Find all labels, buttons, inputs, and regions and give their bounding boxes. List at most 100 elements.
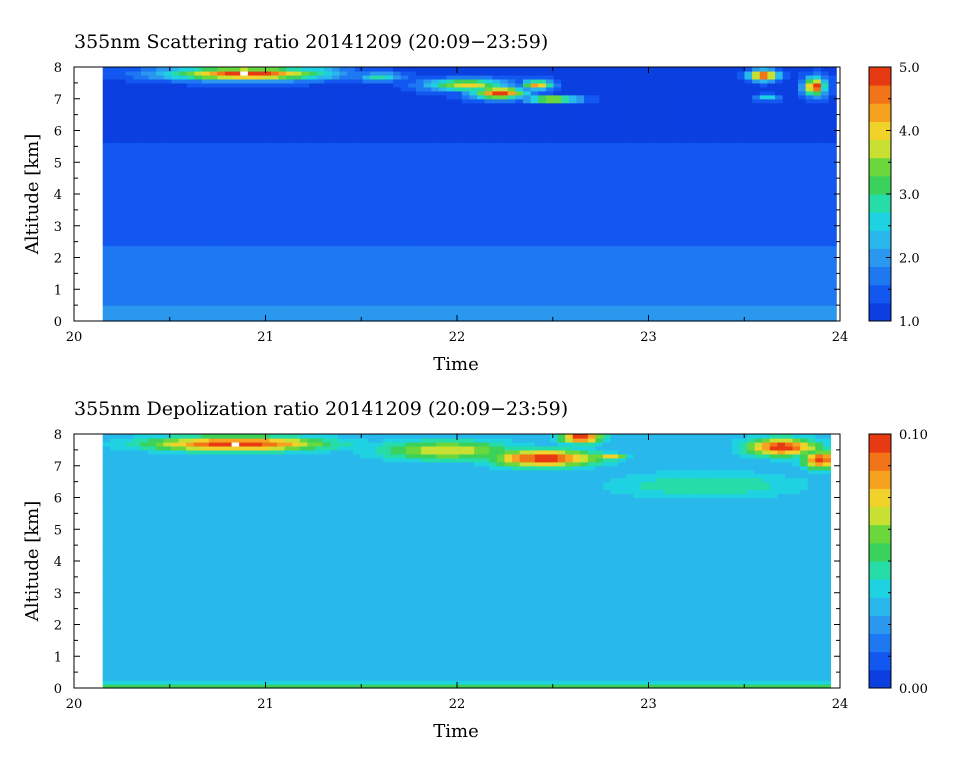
heatmap-cell [118,257,127,263]
heatmap-cell [660,301,669,306]
heatmap-cell [156,186,165,191]
heatmap-cell [721,134,730,140]
heatmap-cell [706,134,715,140]
heatmap-cell [492,130,501,136]
heatmap-cell [370,269,379,274]
heatmap-cell [133,317,142,322]
heatmap-cell [797,265,807,271]
heatmap-cell [805,162,814,167]
heatmap-cell [438,297,448,302]
heatmap-cell [217,162,226,167]
heatmap-cell [522,317,532,322]
heatmap-cell [461,301,471,306]
heatmap-cell [668,281,677,286]
heatmap-cell [553,213,562,219]
heatmap-cell [118,213,127,219]
heatmap-cell [805,186,814,191]
heatmap-cell [293,221,302,227]
heatmap-cell [217,154,226,159]
heatmap-cell [568,197,578,203]
heatmap-cell [400,162,409,167]
heatmap-cell [622,293,631,298]
heatmap-cell [591,229,600,235]
heatmap-cell [362,241,371,247]
heatmap-cell [309,130,318,136]
heatmap-cell [591,209,600,215]
heatmap-cell [683,293,692,298]
heatmap-cell [500,142,509,147]
heatmap-cell [645,194,654,199]
heatmap-cell [247,269,257,274]
heatmap-cell [423,313,432,318]
heatmap-cell [240,114,249,120]
heatmap-cell [576,305,585,310]
heatmap-cell [324,118,333,124]
heatmap-cell [629,154,639,159]
heatmap-cell [393,317,402,322]
heatmap-cell [759,182,769,187]
heatmap-cell [202,237,211,243]
heatmap-cell [820,233,830,239]
heatmap-cell [240,197,249,203]
heatmap-cell [775,194,784,199]
heatmap-cell [652,182,662,187]
heatmap-cell [431,182,440,187]
heatmap-cell [721,174,730,179]
heatmap-cell [530,241,539,247]
heatmap-cell [500,178,509,183]
heatmap-cell [278,265,287,271]
heatmap-cell [767,114,776,120]
heatmap-cell [599,261,608,267]
heatmap-cell [752,146,761,151]
heatmap-cell [331,289,341,294]
heatmap-cell [752,217,761,223]
heatmap-cell [408,197,417,203]
heatmap-cell [362,289,371,294]
heatmap-cell [713,138,723,144]
heatmap-cell [683,150,692,155]
heatmap-cell [186,142,196,147]
heatmap-cell [400,142,409,147]
heatmap-cell [606,190,616,195]
heatmap-cell [530,142,539,147]
heatmap-cell [744,221,753,227]
heatmap-cell [217,150,226,155]
heatmap-cell [286,146,295,151]
heatmap-cell [286,150,295,155]
heatmap-cell [331,265,341,271]
heatmap-cell [752,233,761,239]
heatmap-cell [759,317,769,322]
heatmap-cell [500,273,509,278]
heatmap-cell [393,122,402,128]
heatmap-cell [500,134,509,140]
heatmap-cell [194,245,203,251]
heatmap-cell [370,114,379,120]
heatmap-cell [668,237,677,243]
heatmap-cell [782,233,791,239]
heatmap-cell [293,162,302,167]
heatmap-cell [545,241,555,247]
heatmap-cell [171,285,180,290]
heatmap-cell [706,150,715,155]
heatmap-cell [255,118,264,124]
heatmap-cell [415,225,425,231]
heatmap-cell [820,130,830,136]
heatmap-cell [538,305,547,310]
heatmap-cell [629,166,639,171]
heatmap-cell [186,233,196,239]
heatmap-cell [202,277,211,282]
heatmap-cell [629,225,639,231]
heatmap-cell [477,130,486,136]
heatmap-cell [202,190,211,195]
heatmap-cell [469,130,478,136]
heatmap-cell [515,209,524,215]
heatmap-cell [171,201,180,207]
heatmap-cell [492,265,501,271]
heatmap-cell [316,118,325,124]
heatmap-cell [171,281,180,286]
heatmap-cell [301,194,310,199]
heatmap-cell [347,309,356,314]
heatmap-cell [591,221,600,227]
heatmap-cell [522,261,532,267]
heatmap-cell [446,194,455,199]
